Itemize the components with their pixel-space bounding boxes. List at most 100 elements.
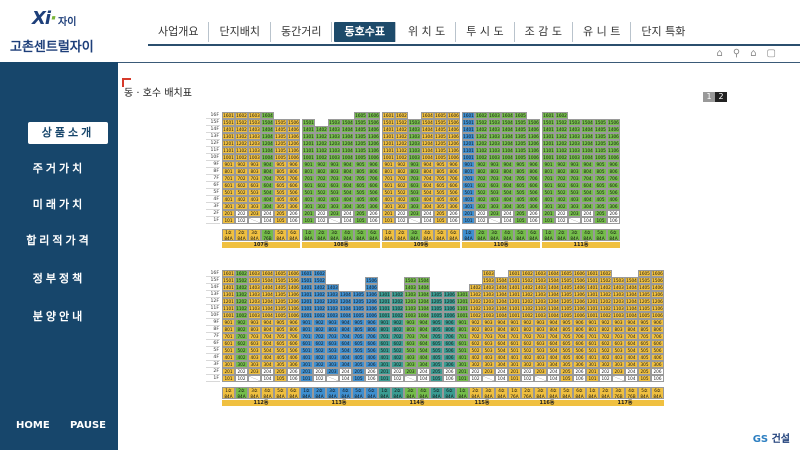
- unit-cell[interactable]: 1001: [302, 154, 315, 161]
- unit-cell[interactable]: 404: [261, 354, 274, 361]
- unit-cell[interactable]: 1006: [607, 154, 620, 161]
- unit-cell[interactable]: 201: [508, 368, 521, 375]
- unit-cell[interactable]: 501: [462, 189, 475, 196]
- unit-cell[interactable]: 105: [274, 375, 287, 382]
- unit-cell[interactable]: 705: [514, 175, 527, 182]
- unit-cell[interactable]: 701: [222, 175, 235, 182]
- unit-cell[interactable]: 1401: [382, 126, 395, 133]
- unit-cell[interactable]: 805: [274, 168, 287, 175]
- unit-cell[interactable]: 1206: [367, 140, 380, 147]
- nav-tab-5[interactable]: 위 치 도: [398, 22, 457, 42]
- unit-cell[interactable]: 804: [501, 168, 514, 175]
- unit-cell[interactable]: 306: [365, 361, 378, 368]
- unit-cell[interactable]: 204: [261, 210, 274, 217]
- unit-cell[interactable]: 1404: [547, 284, 560, 291]
- unit-cell[interactable]: 1104: [261, 305, 274, 312]
- unit-cell[interactable]: 605: [560, 340, 573, 347]
- unit-cell[interactable]: 106: [367, 217, 380, 224]
- unit-cell[interactable]: 306: [607, 203, 620, 210]
- unit-cell[interactable]: 302: [475, 203, 488, 210]
- unit-cell[interactable]: 604: [421, 182, 434, 189]
- unit-cell[interactable]: 1306: [287, 291, 300, 298]
- unit-cell[interactable]: 603: [568, 182, 581, 189]
- unit-cell[interactable]: 1406: [573, 284, 586, 291]
- unit-cell[interactable]: 1004: [417, 312, 430, 319]
- unit-cell[interactable]: 904: [261, 319, 274, 326]
- unit-cell[interactable]: 1502: [235, 119, 248, 126]
- unit-cell[interactable]: 1402: [235, 126, 248, 133]
- unit-cell[interactable]: 603: [488, 182, 501, 189]
- unit-cell[interactable]: 904: [495, 319, 508, 326]
- unit-cell[interactable]: 702: [313, 333, 326, 340]
- unit-cell[interactable]: 1201: [508, 298, 521, 305]
- unit-cell[interactable]: 1306: [651, 291, 664, 298]
- unit-cell[interactable]: 703: [408, 175, 421, 182]
- unit-cell[interactable]: 206: [607, 210, 620, 217]
- unit-cell[interactable]: 705: [274, 333, 287, 340]
- unit-cell[interactable]: 1104: [501, 147, 514, 154]
- unit-cell[interactable]: 1303: [408, 133, 421, 140]
- unit-cell[interactable]: 104: [625, 375, 638, 382]
- unit-cell[interactable]: 1101: [302, 147, 315, 154]
- unit-cell[interactable]: 303: [482, 361, 495, 368]
- unit-cell[interactable]: [612, 375, 625, 382]
- unit-cell[interactable]: 502: [235, 347, 248, 354]
- unit-cell[interactable]: 504: [261, 189, 274, 196]
- unit-cell[interactable]: 501: [300, 347, 313, 354]
- unit-cell[interactable]: 1506: [651, 277, 664, 284]
- unit-cell[interactable]: 201: [382, 210, 395, 217]
- unit-cell[interactable]: 1601: [382, 112, 395, 119]
- unit-cell[interactable]: 406: [527, 196, 540, 203]
- unit-cell[interactable]: 604: [341, 182, 354, 189]
- unit-cell[interactable]: 1104: [339, 305, 352, 312]
- unit-cell[interactable]: 702: [395, 175, 408, 182]
- unit-cell[interactable]: 206: [527, 210, 540, 217]
- unit-cell[interactable]: 1403: [534, 284, 547, 291]
- unit-cell[interactable]: 204: [341, 210, 354, 217]
- unit-cell[interactable]: 1301: [300, 291, 313, 298]
- unit-cell[interactable]: 405: [430, 354, 443, 361]
- unit-cell[interactable]: 301: [302, 203, 315, 210]
- unit-cell[interactable]: 201: [462, 210, 475, 217]
- unit-cell[interactable]: 703: [328, 175, 341, 182]
- unit-cell[interactable]: 1306: [607, 133, 620, 140]
- unit-cell[interactable]: 704: [501, 175, 514, 182]
- unit-cell[interactable]: 1104: [417, 305, 430, 312]
- unit-cell[interactable]: 706: [367, 175, 380, 182]
- unit-cell[interactable]: 603: [328, 182, 341, 189]
- unit-cell[interactable]: 706: [651, 333, 664, 340]
- unit-cell[interactable]: 805: [638, 326, 651, 333]
- unit-cell[interactable]: 1305: [638, 291, 651, 298]
- unit-cell[interactable]: 1403: [488, 126, 501, 133]
- unit-cell[interactable]: 603: [612, 340, 625, 347]
- unit-cell[interactable]: 1105: [434, 147, 447, 154]
- unit-cell[interactable]: 605: [514, 182, 527, 189]
- unit-cell[interactable]: 1105: [594, 147, 607, 154]
- unit-cell[interactable]: 204: [625, 368, 638, 375]
- unit-cell[interactable]: 601: [302, 182, 315, 189]
- unit-cell[interactable]: 604: [547, 340, 560, 347]
- unit-cell[interactable]: 1203: [612, 298, 625, 305]
- unit-cell[interactable]: 104: [501, 217, 514, 224]
- unit-cell[interactable]: 503: [326, 347, 339, 354]
- unit-cell[interactable]: 406: [651, 354, 664, 361]
- unit-cell[interactable]: 602: [391, 340, 404, 347]
- unit-cell[interactable]: 805: [352, 326, 365, 333]
- unit-cell[interactable]: 804: [547, 326, 560, 333]
- unit-cell[interactable]: 1405: [638, 284, 651, 291]
- unit-cell[interactable]: 703: [404, 333, 417, 340]
- unit-cell[interactable]: 1301: [542, 133, 555, 140]
- unit-cell[interactable]: 506: [443, 347, 456, 354]
- unit-cell[interactable]: 1206: [447, 140, 460, 147]
- unit-cell[interactable]: 904: [341, 161, 354, 168]
- unit-cell[interactable]: 1404: [581, 126, 594, 133]
- unit-cell[interactable]: 1004: [261, 312, 274, 319]
- unit-cell[interactable]: 305: [560, 361, 573, 368]
- unit-cell[interactable]: 901: [456, 319, 469, 326]
- nav-tab-2[interactable]: 단지배치: [209, 22, 271, 42]
- unit-cell[interactable]: 302: [469, 361, 482, 368]
- unit-cell[interactable]: 402: [475, 196, 488, 203]
- unit-cell[interactable]: 905: [638, 319, 651, 326]
- unit-cell[interactable]: 306: [447, 203, 460, 210]
- unit-cell[interactable]: 505: [430, 347, 443, 354]
